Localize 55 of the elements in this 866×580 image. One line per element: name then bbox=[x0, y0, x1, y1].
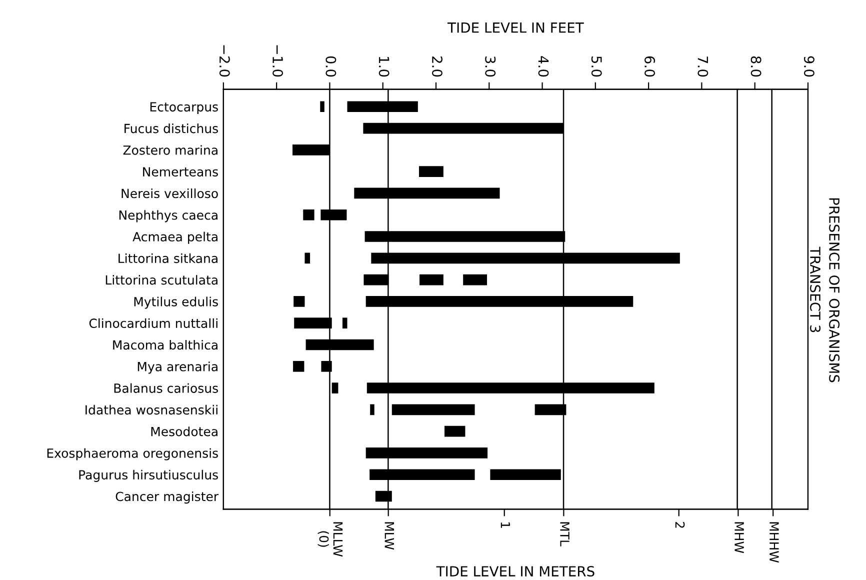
x-tick-label: 0.0 bbox=[326, 56, 336, 77]
y-tick-label: Zostero marina bbox=[123, 145, 218, 155]
bar bbox=[293, 360, 304, 372]
x-tick-label: 7.0 bbox=[698, 56, 708, 77]
x-tick-label: 1.0 bbox=[378, 56, 390, 77]
bar bbox=[420, 274, 444, 286]
y-tick-label: Nephthys caeca bbox=[119, 210, 218, 222]
y-tick-label: Acmaea pelta bbox=[132, 232, 218, 244]
bar bbox=[370, 404, 374, 416]
x2-tick-label: MHHW bbox=[770, 522, 779, 563]
y-tick-label: Idathea wosnasenskii bbox=[86, 404, 218, 415]
y-tick-label: Clinocardium nuttalli bbox=[89, 318, 218, 328]
y-tick-label: Macoma balthica bbox=[113, 340, 218, 350]
x2-tick-label: 1 bbox=[500, 522, 510, 528]
x-tick-label: 5.0 bbox=[591, 56, 602, 77]
y-tick-label: Cancer magister bbox=[116, 492, 219, 504]
y-tick-label: Exosphaeroma oregonensis bbox=[47, 448, 218, 460]
y-tick-label: Littorina sitkana bbox=[118, 253, 218, 264]
x2-tick-label: 2 bbox=[675, 522, 685, 528]
y-tick-label: Mya arenaria bbox=[138, 362, 218, 374]
bar bbox=[342, 318, 348, 328]
bar bbox=[320, 101, 324, 112]
x-tick-label: −1.0 bbox=[272, 45, 284, 77]
x2-tick-label: MLLW (0) bbox=[318, 522, 343, 557]
x-tick-label: 9.0 bbox=[804, 56, 814, 77]
x-axis-title: TIDE LEVEL IN FEET bbox=[447, 22, 584, 33]
bar bbox=[392, 404, 475, 416]
bar bbox=[294, 296, 305, 307]
x2-axis-title: TIDE LEVEL IN METERS bbox=[436, 566, 594, 577]
bar bbox=[304, 252, 310, 264]
x-tick-label: 3.0 bbox=[485, 56, 496, 77]
bar bbox=[463, 274, 488, 286]
x-tick-label: 6.0 bbox=[644, 56, 656, 77]
x-tick-label: 4.0 bbox=[538, 56, 549, 77]
bar bbox=[418, 166, 444, 177]
text: TRANSECT 3 bbox=[810, 246, 821, 332]
y-tick-label: Nereis vexilloso bbox=[122, 188, 218, 198]
x2-tick-label: MTL bbox=[560, 522, 570, 546]
y-tick-label: Ectocarpus bbox=[150, 102, 218, 114]
y-tick-label: Mytilus edulis bbox=[134, 296, 218, 309]
y-tick-label: Nemerteans bbox=[143, 167, 218, 176]
text: PRESENCE OF ORGANISMS bbox=[829, 198, 840, 382]
y-tick-label: Balanus cariosus bbox=[114, 383, 218, 393]
y-tick-label: Littorina scutulata bbox=[106, 275, 218, 285]
y-tick-label: Fucus distichus bbox=[124, 124, 218, 134]
bar bbox=[490, 469, 561, 480]
y-tick-label: Pagurus hirsutiusculus bbox=[79, 470, 218, 482]
bar bbox=[444, 426, 466, 437]
y-tick-label: Mesodotea bbox=[151, 426, 218, 436]
bar bbox=[303, 209, 314, 220]
x-tick-label: 8.0 bbox=[750, 56, 762, 77]
x-tick-label: 2.0 bbox=[432, 56, 442, 77]
x-tick-label: −2.0 bbox=[219, 45, 230, 77]
x2-tick-label: MLW bbox=[384, 522, 394, 550]
x2-tick-label: MHW bbox=[734, 522, 744, 554]
